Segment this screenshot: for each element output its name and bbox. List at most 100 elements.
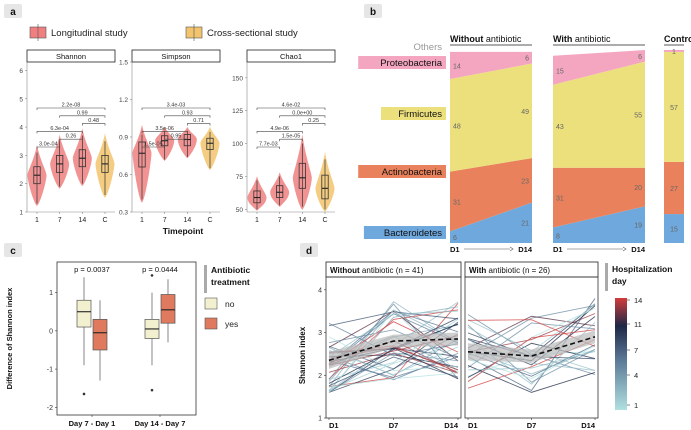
panel-c-ylabel: Difference of Shannon index xyxy=(5,287,14,390)
panel-b-group-title: Without antibiotic xyxy=(450,34,522,44)
p-value-label: 1.5e-05 xyxy=(282,134,301,140)
p-value-label: p = 0.0444 xyxy=(142,265,178,274)
control-segment xyxy=(664,161,684,215)
x-category-label: Day 14 - Day 7 xyxy=(135,419,186,428)
y-tick-label: 3 xyxy=(19,153,23,160)
significance-bracket xyxy=(141,131,188,134)
p-value-label: p = 0.0037 xyxy=(74,265,110,274)
patient-line xyxy=(467,315,596,349)
p-value-label: 0.48 xyxy=(88,118,99,124)
x-end-label: D14 xyxy=(631,245,646,254)
y-tick-label: 1.5 xyxy=(119,60,128,67)
y-tick-label: 4 xyxy=(19,125,23,132)
legend-label-longitudinal: Longitudinal study xyxy=(51,28,128,39)
x-tick-label: D1 xyxy=(329,421,339,430)
y-tick-label: 6 xyxy=(19,68,23,75)
legend-swatch-no xyxy=(204,297,218,310)
panel-label-a: a xyxy=(10,7,16,18)
patient-line xyxy=(467,324,596,383)
patient-line xyxy=(467,305,596,356)
y-tick-label: 2 xyxy=(19,181,23,188)
time-arrow-head xyxy=(509,246,514,252)
facet-strip xyxy=(246,49,336,63)
x-tick-label: D7 xyxy=(389,421,399,430)
box-no xyxy=(144,274,160,392)
x-end-label: D14 xyxy=(518,245,533,254)
patient-line xyxy=(328,356,459,378)
y-tick-label: 75 xyxy=(236,174,244,181)
y-tick-label: 100 xyxy=(232,141,243,148)
band-value-d1: 48 xyxy=(453,123,461,130)
band-value-d1: 15 xyxy=(556,68,564,75)
legend-swatch-yes xyxy=(204,317,218,330)
significance-bracket xyxy=(302,123,326,126)
x-tick-label: D14 xyxy=(444,421,459,430)
legend-bar xyxy=(204,265,207,293)
stream-band xyxy=(450,63,532,172)
y-tick-label: 0 xyxy=(49,328,53,335)
y-tick-label: 150 xyxy=(232,75,243,82)
y-tick-label: -2 xyxy=(47,405,53,412)
band-value-d14: 19 xyxy=(634,223,642,230)
facet-title-rest: antibiotic (n = 26) xyxy=(486,266,550,275)
outlier xyxy=(150,274,154,277)
control-value: 15 xyxy=(670,227,678,234)
panel-label-d: d xyxy=(306,246,312,257)
patient-line xyxy=(328,311,459,327)
y-tick-label: 0.9 xyxy=(119,135,128,142)
panel-b-control: 15 27 57 1 xyxy=(664,49,684,243)
box xyxy=(321,174,329,200)
patient-line xyxy=(328,352,459,393)
significance-bracket xyxy=(256,107,326,110)
taxon-label: Others xyxy=(413,42,442,53)
panel-badge-c xyxy=(4,243,22,257)
panel-label-b: b xyxy=(370,7,376,18)
significance-bracket xyxy=(59,115,106,118)
panel-d-facet-0: Without antibiotic (n = 41) D1 D7 D14 xyxy=(325,261,462,430)
box xyxy=(276,185,284,198)
panel-a-xlabel: Timepoint xyxy=(163,226,204,236)
x-start-label: D1 xyxy=(450,245,460,254)
box xyxy=(183,134,191,147)
panel-b-with: 8 19 31 20 43 55 15 6 D1 D14 xyxy=(553,50,646,254)
box-no xyxy=(76,277,92,396)
significance-bracket xyxy=(59,138,83,142)
p-value-label: 3.0e-04 xyxy=(39,142,58,148)
facet-strip xyxy=(26,49,116,63)
p-value-label: 0.95 xyxy=(171,134,182,140)
patient-line xyxy=(328,356,459,387)
y-tick-label: 2 xyxy=(318,373,322,380)
facet-title-bold: Without xyxy=(330,266,360,275)
y-tick-label: 125 xyxy=(232,108,243,115)
x-tick-label: 14 xyxy=(183,217,191,224)
p-value-label: 0.25 xyxy=(308,118,319,124)
significance-bracket xyxy=(141,107,211,110)
band-value-d14: 21 xyxy=(521,221,529,228)
band-value-d14: 6 xyxy=(525,56,529,63)
x-tick-label: C xyxy=(102,217,107,224)
patient-line xyxy=(328,309,459,393)
patient-line xyxy=(328,310,459,358)
box-yes xyxy=(160,279,176,343)
patient-line xyxy=(467,365,596,393)
box xyxy=(160,294,176,324)
band-value-d14: 55 xyxy=(634,113,642,120)
significance-bracket xyxy=(36,107,106,110)
y-tick-label: 1 xyxy=(19,210,23,217)
legend-label-cross: Cross-sectional study xyxy=(207,28,298,39)
band-value-d1: 31 xyxy=(453,200,461,207)
panel-d-facet-1: With antibiotic (n = 26) D1 D7 D14 xyxy=(464,261,599,430)
x-category-label: Day 7 - Day 1 xyxy=(69,419,116,428)
significance-bracket xyxy=(279,138,303,142)
x-tick-label: 14 xyxy=(78,217,86,224)
x-tick-label: 1 xyxy=(140,217,144,224)
box-yes xyxy=(92,300,108,381)
p-value-label: 0.26 xyxy=(66,134,77,140)
band-value-d1: 14 xyxy=(453,63,461,70)
panel-b-group-title: Control xyxy=(664,34,691,44)
significance-bracket xyxy=(256,146,280,149)
p-value-label: 0.71 xyxy=(193,118,204,124)
colorbar-tick-label: 7 xyxy=(634,346,638,355)
panel-a-facet-chao1: Chao1 50 75 100 125 150 1 7 14 C 7.7e-03 1.5e-05 4.9… xyxy=(232,49,336,224)
